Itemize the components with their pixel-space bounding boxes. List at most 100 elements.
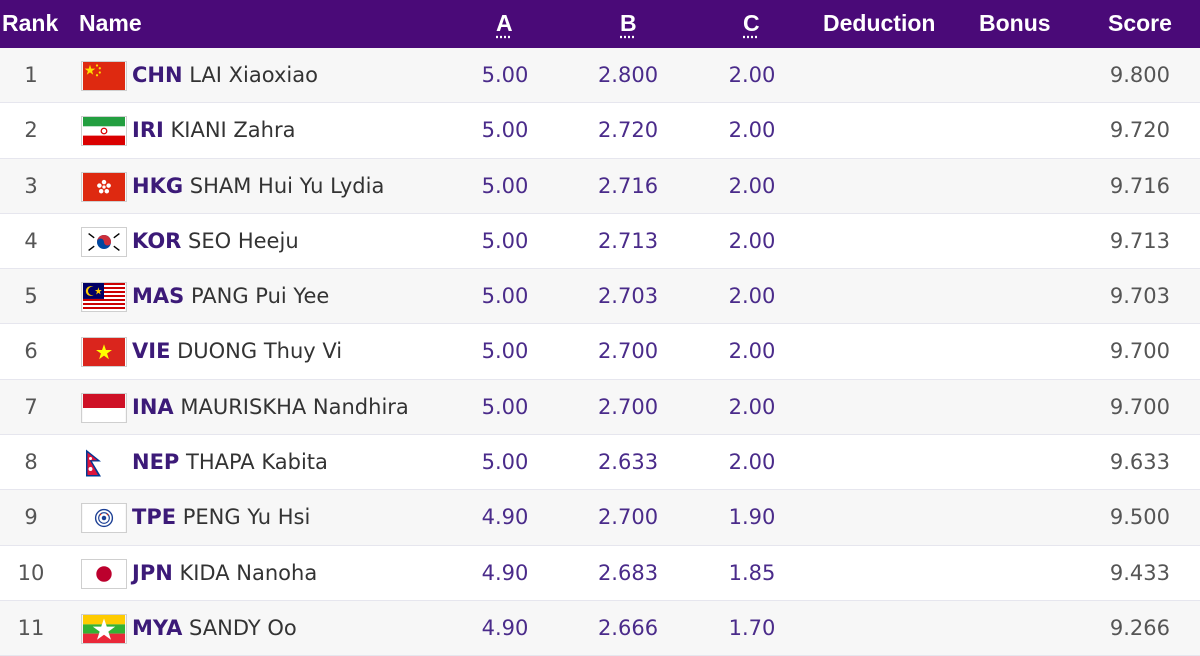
bonus-cell xyxy=(970,48,1070,103)
noc-code: CHN xyxy=(132,63,183,87)
a-score-cell: 5.00 xyxy=(481,228,529,253)
athlete-name-cell[interactable]: TPE PENG Yu Hsi xyxy=(132,490,310,545)
b-score-cell: 2.700 xyxy=(597,339,659,364)
header-score: Score xyxy=(1108,10,1172,36)
b-score-cell: 2.700 xyxy=(597,394,659,419)
a-score-cell: 4.90 xyxy=(481,560,529,585)
header-c[interactable]: C xyxy=(743,10,760,36)
myanmar-flag-icon xyxy=(81,613,127,644)
table-row: 7 INA MAURISKHA Nandhira 5.00 2.700 2.00 9.70… xyxy=(0,379,1200,436)
noc-code: JPN xyxy=(132,560,173,585)
athlete-name-cell[interactable]: JPN KIDA Nanoha xyxy=(132,546,317,601)
a-score-cell: 5.00 xyxy=(481,118,529,143)
total-score-cell: 9.703 xyxy=(1109,284,1170,309)
deduction-cell xyxy=(820,214,950,269)
athlete-name-cell[interactable]: VIE DUONG Thuy Vi xyxy=(132,324,342,379)
athlete-name: SHAM Hui Yu Lydia xyxy=(189,173,385,198)
athlete-name-cell[interactable]: NEP THAPA Kabita xyxy=(132,435,328,490)
deduction-cell xyxy=(820,380,950,435)
athlete-name-cell[interactable]: MYA SANDY Oo xyxy=(132,601,297,656)
c-score-cell: 2.00 xyxy=(728,63,776,87)
table-row: 9 TPE PENG Yu Hsi 4.90 2.700 1.90 9.500 xyxy=(0,490,1200,546)
athlete-name: KIANI Zahra xyxy=(170,118,296,143)
c-score-cell: 2.00 xyxy=(728,228,776,253)
total-score-cell: 9.633 xyxy=(1109,450,1170,475)
athlete-name: PENG Yu Hsi xyxy=(182,505,311,530)
rank-cell: 3 xyxy=(24,173,38,198)
table-row: 8 NEP THAPA Kabita 5.00 2.633 2.00 9.633 xyxy=(0,435,1200,491)
rank-cell: 10 xyxy=(17,560,45,585)
table-row: 4 KOR SEO Heeju 5.00 2.713 2.00 9.713 xyxy=(0,213,1200,270)
deduction-cell xyxy=(820,103,950,158)
athlete-name: THAPA Kabita xyxy=(186,450,328,475)
total-score-cell: 9.716 xyxy=(1109,173,1170,198)
malaysia-flag-icon xyxy=(81,282,127,313)
athlete-name: DUONG Thuy Vi xyxy=(177,339,343,364)
bonus-cell xyxy=(970,269,1070,324)
b-score-cell: 2.633 xyxy=(597,450,659,475)
chinese-taipei-flag-icon xyxy=(81,503,127,534)
noc-code: MYA xyxy=(132,615,183,640)
table-row: 1 CHN LAI Xiaoxiao 5.00 2.800 2.00 9.800 xyxy=(0,48,1200,104)
deduction-cell xyxy=(820,546,950,601)
bonus-cell xyxy=(970,324,1070,379)
total-score-cell: 9.700 xyxy=(1109,394,1170,419)
rank-cell: 9 xyxy=(24,505,38,530)
athlete-name-cell[interactable]: IRI KIANI Zahra xyxy=(132,103,295,158)
noc-code: HKG xyxy=(132,173,184,198)
c-score-cell: 2.00 xyxy=(728,394,776,419)
bonus-cell xyxy=(970,601,1070,656)
athlete-name-cell[interactable]: MAS PANG Pui Yee xyxy=(132,269,329,324)
rank-cell: 2 xyxy=(24,118,38,143)
rank-cell: 8 xyxy=(24,450,38,475)
deduction-cell xyxy=(820,48,950,103)
bonus-cell xyxy=(970,380,1070,435)
athlete-name-cell[interactable]: HKG SHAM Hui Yu Lydia xyxy=(132,159,384,214)
athlete-name-cell[interactable]: KOR SEO Heeju xyxy=(132,214,299,269)
a-score-cell: 5.00 xyxy=(481,394,529,419)
bonus-cell xyxy=(970,546,1070,601)
bonus-cell xyxy=(970,103,1070,158)
noc-code: INA xyxy=(132,394,174,419)
total-score-cell: 9.800 xyxy=(1109,63,1170,87)
c-score-cell: 1.85 xyxy=(728,560,776,585)
deduction-cell xyxy=(820,159,950,214)
deduction-cell xyxy=(820,324,950,379)
noc-code: NEP xyxy=(132,450,180,475)
a-score-cell: 5.00 xyxy=(481,339,529,364)
athlete-name: PANG Pui Yee xyxy=(190,284,330,309)
b-score-cell: 2.683 xyxy=(597,560,659,585)
japan-flag-icon xyxy=(81,558,127,589)
table-header: Rank Name A B C Deduction Bonus Score xyxy=(0,0,1200,48)
b-score-cell: 2.666 xyxy=(597,615,659,640)
athlete-name: MAURISKHA Nandhira xyxy=(180,394,409,419)
athlete-name-cell[interactable]: CHN LAI Xiaoxiao xyxy=(132,48,318,103)
total-score-cell: 9.433 xyxy=(1109,560,1170,585)
athlete-name-cell[interactable]: INA MAURISKHA Nandhira xyxy=(132,380,409,435)
noc-code: IRI xyxy=(132,118,164,143)
c-score-cell: 2.00 xyxy=(728,173,776,198)
china-flag-icon xyxy=(81,61,127,91)
rank-cell: 1 xyxy=(24,63,38,87)
bonus-cell xyxy=(970,159,1070,214)
deduction-cell xyxy=(820,601,950,656)
rank-cell: 7 xyxy=(24,394,38,419)
header-a[interactable]: A xyxy=(496,10,513,36)
iran-flag-icon xyxy=(81,116,127,147)
b-score-cell: 2.713 xyxy=(597,228,659,253)
table-row: 10 JPN KIDA Nanoha 4.90 2.683 1.85 9.433 xyxy=(0,545,1200,601)
vietnam-flag-icon xyxy=(81,337,127,368)
table-row: 6 VIE DUONG Thuy Vi 5.00 2.700 2.00 9.700 xyxy=(0,324,1200,380)
b-score-cell: 2.700 xyxy=(597,505,659,530)
c-score-cell: 1.90 xyxy=(728,505,776,530)
table-row: 3 HKG SHAM Hui Yu Lydia 5.00 2.716 2.00 9.716 xyxy=(0,158,1200,214)
noc-code: KOR xyxy=(132,228,182,253)
rank-cell: 5 xyxy=(24,284,38,309)
hong-kong-flag-icon xyxy=(81,171,127,202)
korea-flag-icon xyxy=(81,226,127,257)
indonesia-flag-icon xyxy=(81,392,127,423)
bonus-cell xyxy=(970,214,1070,269)
noc-code: TPE xyxy=(132,505,177,530)
header-b[interactable]: B xyxy=(620,10,637,36)
